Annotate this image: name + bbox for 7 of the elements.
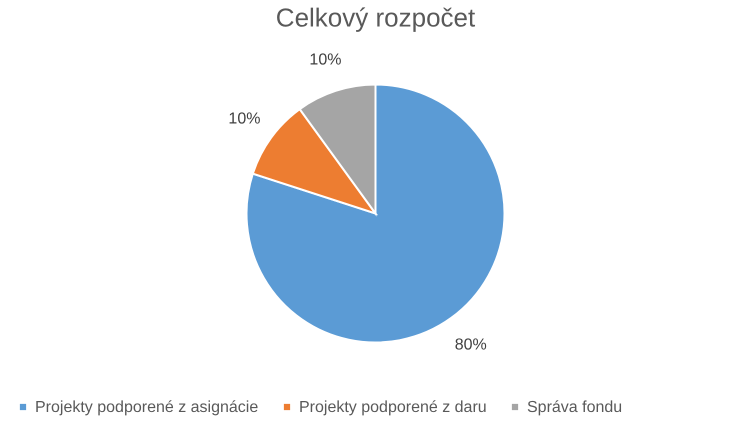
legend-label: Projekty podporené z asignácie (35, 399, 258, 416)
data-label: 10% (228, 110, 260, 128)
chart-title: Celkový rozpočet (276, 2, 476, 32)
legend-label: Správa fondu (527, 399, 622, 416)
data-label: 10% (309, 51, 342, 68)
data-label: 80% (454, 336, 487, 354)
legend-label: Projekty podporené z daru (299, 399, 487, 416)
